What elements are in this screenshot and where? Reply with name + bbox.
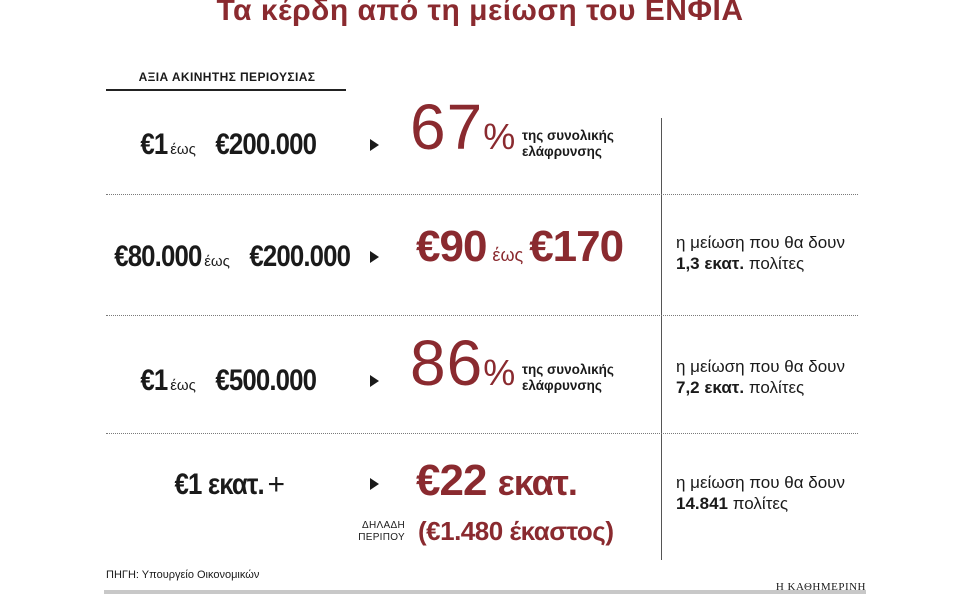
- row-2-range-sep: έως: [204, 253, 230, 270]
- row-3-range-from: €1: [140, 364, 168, 397]
- row-2-range-from: €80.000: [113, 240, 202, 273]
- row-4-side-note: η μείωση που θα δουν 14.841 πολίτες: [676, 472, 845, 514]
- row-3-side-note: η μείωση που θα δουν 7,2 εκατ. πολίτες: [676, 356, 845, 398]
- row-3-range-sep: έως: [170, 377, 196, 394]
- row-4-range: €1 εκατ. +: [160, 468, 285, 502]
- row-4-range-value: €1 εκατ.: [174, 468, 264, 501]
- row-2-range: €80.000 έως €200.000: [100, 240, 351, 274]
- row-separator: [106, 433, 858, 434]
- row-4-result-value: €22: [416, 456, 487, 505]
- row-1-note-line-1: της συνολικής: [522, 128, 614, 143]
- row-4-plus: +: [267, 468, 285, 501]
- row-4-side-count: 14.841: [676, 494, 728, 513]
- row-2-arrow-icon: [370, 251, 379, 263]
- row-3-result: 86%: [410, 326, 515, 400]
- source-note: ΠΗΓΗ: Υπουργείο Οικονομικών: [106, 569, 260, 581]
- section-label: ΑΞΙΑ ΑΚΙΝΗΤΗΣ ΠΕΡΙΟΥΣΙΑΣ: [138, 70, 316, 84]
- row-3-side-count: 7,2 εκατ.: [676, 378, 745, 397]
- row-1-range-sep: έως: [170, 141, 196, 158]
- row-4-approx-line-2: ΠΕΡΙΠΟΥ: [358, 532, 405, 543]
- column-divider: [661, 118, 662, 560]
- row-4-approx-line-1: ΔΗΛΑΔΗ: [362, 520, 405, 531]
- row-1-percent-value: 67: [410, 91, 484, 163]
- row-2-side-rest: πολίτες: [748, 254, 805, 273]
- row-3-percent-value: 86: [410, 327, 484, 399]
- row-4-result-unit: εκατ.: [497, 462, 578, 503]
- row-2-side-note: η μείωση που θα δουν 1,3 εκατ. πολίτες: [676, 232, 845, 274]
- row-3-arrow-icon: [370, 375, 379, 387]
- row-4-result-detail: (€1.480 έκαστος): [418, 516, 614, 546]
- row-1-percent-sign: %: [483, 116, 516, 157]
- row-4-side-line-1: η μείωση που θα δουν: [676, 473, 845, 492]
- row-1-result: 67%: [410, 90, 515, 164]
- row-1-arrow-icon: [370, 139, 379, 151]
- row-3-note-line-2: ελάφρυνσης: [522, 378, 602, 393]
- section-underline: [106, 89, 346, 91]
- row-2-result-from: €90: [416, 222, 487, 271]
- row-1-range-from: €1: [140, 128, 168, 161]
- row-1-note-line-2: ελάφρυνσης: [522, 144, 602, 159]
- row-3-side-line-2: 7,2 εκατ. πολίτες: [676, 377, 845, 398]
- row-4-arrow-icon: [370, 478, 379, 490]
- row-1-note: της συνολικής ελάφρυνσης: [522, 128, 614, 160]
- row-3-side-line-1: η μείωση που θα δουν: [676, 357, 845, 376]
- footer-bar: [104, 590, 866, 594]
- row-3-range: €1 έως €500.000: [136, 364, 317, 398]
- row-2-side-line-2: 1,3 εκατ. πολίτες: [676, 253, 845, 274]
- row-4-side-line-2: 14.841 πολίτες: [676, 493, 845, 514]
- row-2-range-to: €200.000: [249, 240, 351, 273]
- row-3-percent-sign: %: [483, 352, 516, 393]
- row-3-range-to: €500.000: [215, 364, 317, 397]
- row-2-result: €90 έως €170: [416, 222, 624, 272]
- row-2-side-count: 1,3 εκατ.: [676, 254, 745, 273]
- row-2-result-sep: έως: [492, 245, 524, 265]
- row-4-side-rest: πολίτες: [732, 494, 789, 513]
- row-1-range: €1 έως €200.000: [136, 128, 317, 162]
- row-4-result: €22 εκατ.: [416, 456, 578, 506]
- row-3-side-rest: πολίτες: [748, 378, 805, 397]
- row-3-note-line-1: της συνολικής: [522, 362, 614, 377]
- row-2-side-line-1: η μείωση που θα δουν: [676, 233, 845, 252]
- row-2-result-to: €170: [529, 222, 624, 271]
- row-separator: [106, 194, 858, 195]
- row-1-range-to: €200.000: [215, 128, 317, 161]
- row-3-note: της συνολικής ελάφρυνσης: [522, 362, 614, 394]
- row-separator: [106, 315, 858, 316]
- page-title: Τα κέρδη από τη μείωση του ΕΝΦΙΑ: [216, 0, 744, 27]
- row-4-approx-label: ΔΗΛΑΔΗ ΠΕΡΙΠΟΥ: [358, 520, 405, 544]
